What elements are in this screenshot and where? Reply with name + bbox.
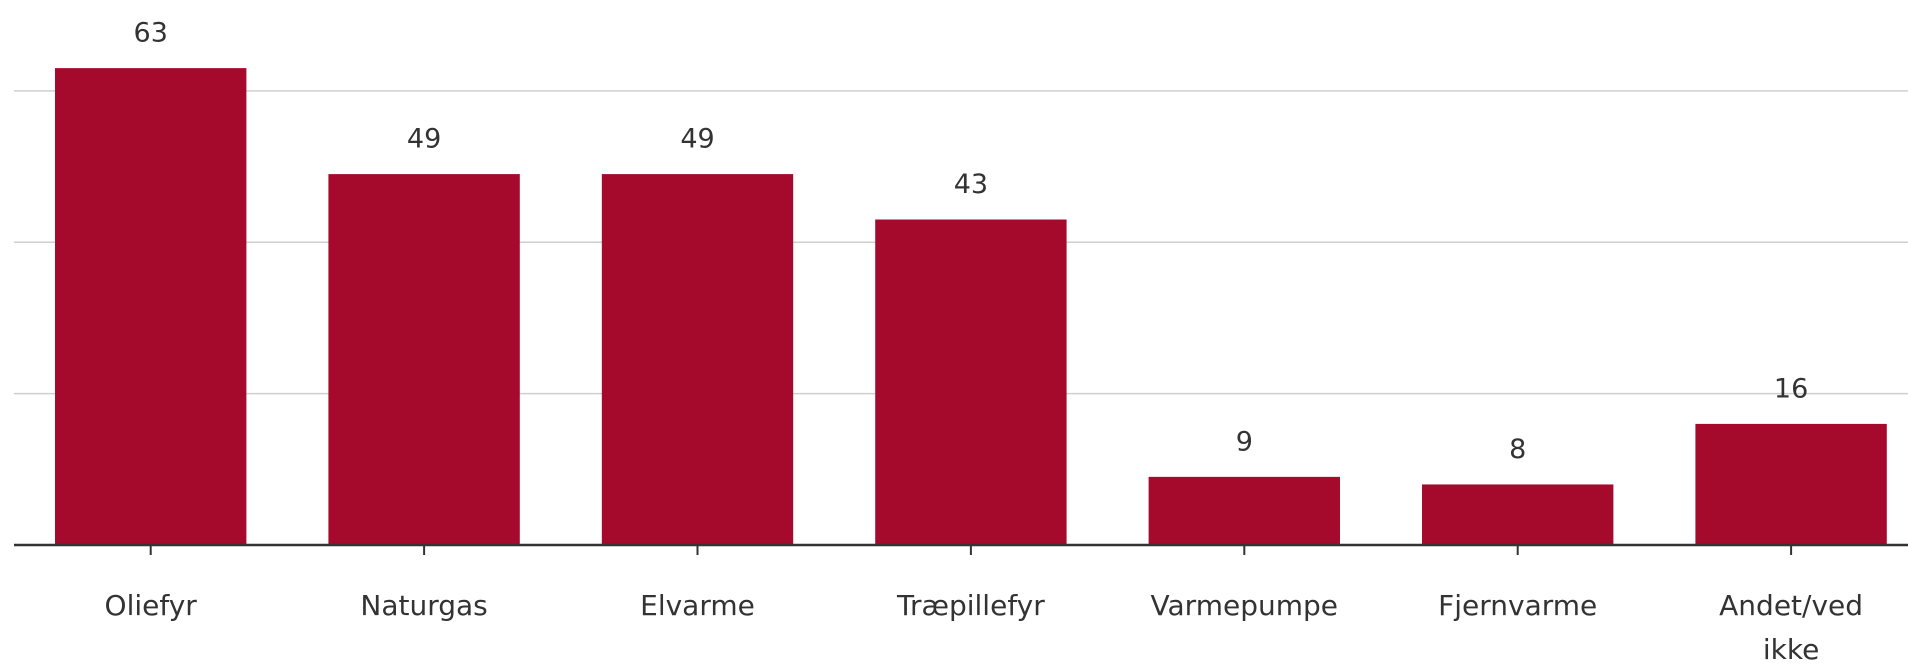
x-tick-label: Træpillefyr [896,589,1045,622]
value-label: 49 [680,124,714,155]
value-label: 8 [1509,434,1526,465]
bar [601,174,794,545]
x-tick-label: Andet/ved ikke [1719,589,1864,664]
bar [328,174,520,545]
value-label: 16 [1774,373,1808,404]
x-tick-label: Naturgas [360,589,488,622]
x-tick-label: Elvarme [640,589,755,622]
bar [875,219,1067,545]
x-tick-label: Fjernvarme [1438,589,1598,622]
value-label: 63 [134,18,168,49]
x-tick-label: Oliefyr [104,589,197,622]
value-label: 9 [1236,426,1253,457]
value-label: 49 [407,124,441,155]
bar [1695,423,1887,545]
x-tick-label: Varmepumpe [1150,589,1339,622]
bar [55,68,247,545]
bar [1148,476,1340,545]
bar [1422,484,1614,545]
value-label: 43 [954,169,988,200]
